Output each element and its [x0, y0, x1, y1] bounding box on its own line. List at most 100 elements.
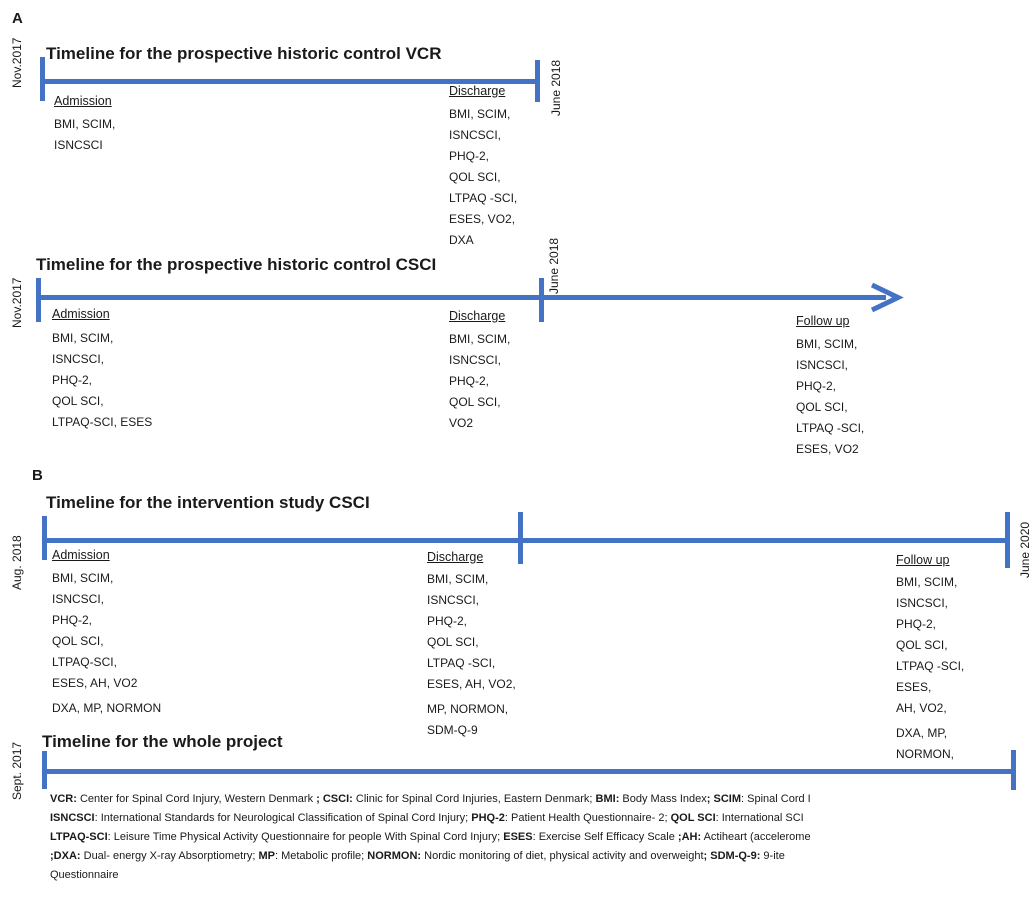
list-item: LTPAQ -SCI,	[796, 421, 865, 435]
list-item: ESES, AH, VO2	[52, 676, 138, 690]
list-item: LTPAQ-SCI,	[52, 655, 117, 669]
legend-run: : Leisure Time Physical Activity Questio…	[107, 831, 504, 843]
list-item: DXA	[449, 233, 474, 247]
legend-run: ; SCIM	[706, 793, 742, 805]
timeline-vcr-start-tick	[40, 57, 45, 101]
timeline-vcr-title: Timeline for the prospective historic co…	[46, 44, 442, 63]
legend-line: Questionnaire	[50, 866, 811, 885]
list-item: BMI, SCIM,	[54, 117, 116, 131]
list-item: ISNCSCI,	[796, 358, 849, 372]
legend-run: : International Standards for Neurologic…	[94, 812, 472, 824]
timeline-intervention-mid-tick	[518, 512, 523, 564]
legend-run: ; SDM-Q-9:	[703, 850, 761, 862]
list-item: ISNCSCI,	[52, 352, 105, 366]
legend-run: Questionnaire	[50, 869, 119, 881]
legend-run: LTPAQ-SCI	[50, 831, 108, 843]
list-item: ISNCSCI,	[896, 596, 949, 610]
list-item: BMI, SCIM,	[449, 332, 511, 346]
list-item: BMI, SCIM,	[52, 571, 114, 585]
list-item: ISNCSCI,	[449, 353, 502, 367]
legend-run: Nordic monitoring of diet, physical acti…	[421, 850, 704, 862]
list-item: QOL SCI,	[52, 634, 104, 648]
legend-run: : Patient Health Questionnaire- 2;	[504, 812, 671, 824]
list-item: QOL SCI,	[449, 170, 501, 184]
list-item: PHQ-2,	[427, 614, 468, 628]
timeline-csci-mid-date: June 2018	[547, 237, 561, 294]
legend-line: ;DXA: Dual- energy X-ray Absorptiometry;…	[50, 847, 811, 866]
timeline-csci-followup-list: BMI, SCIM, ISNCSCI, PHQ-2, QOL SCI, LTPA…	[796, 334, 864, 460]
list-item: LTPAQ -SCI,	[427, 656, 496, 670]
timeline-csci-discharge-list: BMI, SCIM, ISNCSCI, PHQ-2, QOL SCI, VO2	[449, 329, 510, 434]
timeline-whole-project-end-tick	[1011, 750, 1016, 790]
timeline-vcr-line	[40, 79, 540, 84]
list-item: ISNCSCI,	[52, 592, 105, 606]
timeline-intervention-followup-label: Follow up	[896, 553, 950, 567]
panel-label-b: B	[32, 467, 43, 484]
legend-run: PHQ-2	[471, 812, 505, 824]
timeline-vcr-end-tick	[535, 60, 540, 102]
list-item: QOL SCI,	[449, 395, 501, 409]
list-item: ESES,	[896, 680, 932, 694]
list-item: BMI, SCIM,	[449, 107, 511, 121]
legend-run: ;AH:	[677, 831, 702, 843]
list-item: QOL SCI,	[52, 394, 104, 408]
legend-line: ISNCSCI: International Standards for Neu…	[50, 809, 811, 828]
timeline-csci-line	[36, 295, 886, 300]
timeline-intervention-admission-label: Admission	[52, 548, 110, 562]
timeline-csci-admission-list: BMI, SCIM, ISNCSCI, PHQ-2, QOL SCI, LTPA…	[52, 328, 152, 433]
list-item: ISNCSCI,	[449, 128, 502, 142]
list-item: PHQ-2,	[52, 613, 93, 627]
timeline-whole-project-start-date: Sept. 2017	[10, 741, 24, 800]
timeline-intervention-admission-list: BMI, SCIM, ISNCSCI, PHQ-2, QOL SCI, LTPA…	[52, 568, 161, 719]
timeline-intervention-discharge-list: BMI, SCIM, ISNCSCI, PHQ-2, QOL SCI, LTPA…	[427, 569, 516, 741]
abbreviation-legend: VCR: Center for Spinal Cord Injury, West…	[50, 790, 811, 885]
list-item: ISNCSCI,	[427, 593, 480, 607]
timeline-csci-discharge-label: Discharge	[449, 309, 506, 323]
timeline-csci-start-date: Nov.2017	[10, 277, 24, 328]
legend-run: QOL SCI	[670, 812, 716, 824]
list-item: LTPAQ -SCI,	[449, 191, 518, 205]
legend-run: BMI:	[595, 793, 620, 805]
panel-label-a: A	[12, 10, 23, 27]
legend-run: : Spinal Cord I	[741, 793, 811, 805]
list-item: QOL SCI,	[796, 400, 848, 414]
timeline-whole-project-start-tick	[42, 751, 47, 789]
legend-run: NORMON:	[367, 850, 422, 862]
timeline-csci-start-tick	[36, 278, 41, 322]
legend-run: ; CSCI:	[316, 793, 353, 805]
list-item: DXA, MP,	[896, 726, 948, 740]
list-item: LTPAQ -SCI,	[896, 659, 965, 673]
timeline-intervention-discharge-label: Discharge	[427, 550, 484, 564]
legend-run: 9-ite	[760, 850, 785, 862]
timeline-csci-title: Timeline for the prospective historic co…	[36, 255, 437, 274]
list-item: BMI, SCIM,	[52, 331, 114, 345]
timeline-vcr-discharge-label: Discharge	[449, 84, 506, 98]
timeline-whole-project-title: Timeline for the whole project	[42, 732, 283, 751]
list-item: QOL SCI,	[896, 638, 948, 652]
list-item: PHQ-2,	[796, 379, 837, 393]
legend-run: ISNCSCI	[50, 812, 95, 824]
list-item: PHQ-2,	[449, 149, 490, 163]
legend-run: : Metabolic profile;	[274, 850, 368, 862]
timeline-csci-mid-tick	[539, 278, 544, 322]
timeline-intervention-end-date: June 2020	[1018, 521, 1032, 578]
list-item: PHQ-2,	[52, 373, 93, 387]
legend-line: LTPAQ-SCI: Leisure Time Physical Activit…	[50, 828, 811, 847]
timeline-csci-arrowhead	[870, 282, 904, 313]
timeline-intervention-start-date: Aug. 2018	[10, 535, 24, 590]
timeline-vcr-start-date: Nov.2017	[10, 37, 24, 88]
timeline-vcr-end-date: June 2018	[549, 59, 563, 116]
timeline-whole-project-line	[42, 769, 1016, 774]
list-item: PHQ-2,	[896, 617, 937, 631]
list-item: ISNCSCI	[54, 138, 103, 152]
legend-run: : Exercise Self Efficacy Scale	[532, 831, 678, 843]
timeline-vcr-admission-list: BMI, SCIM, ISNCSCI	[54, 114, 115, 156]
legend-run: ESES	[503, 831, 533, 843]
legend-run: Clinic for Spinal Cord Injuries, Eastern…	[352, 793, 596, 805]
list-item: BMI, SCIM,	[896, 575, 958, 589]
list-item: PHQ-2,	[449, 374, 490, 388]
timeline-intervention-line	[42, 538, 1010, 543]
legend-run: Body Mass Index	[619, 793, 707, 805]
legend-run: Actiheart (accelerome	[701, 831, 811, 843]
legend-line: VCR: Center for Spinal Cord Injury, West…	[50, 790, 811, 809]
